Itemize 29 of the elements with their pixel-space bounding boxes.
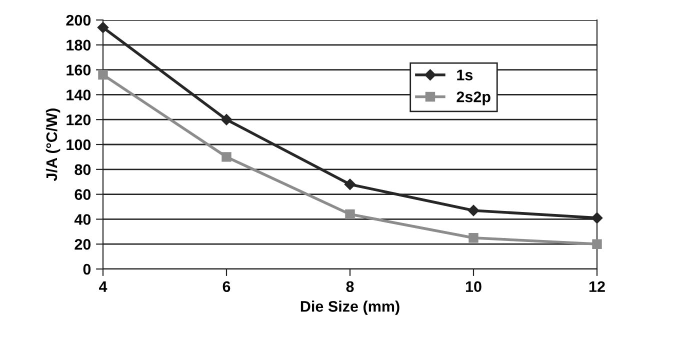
x-tick-label: 6 <box>222 281 230 292</box>
y-tick-label: 0 <box>83 264 91 275</box>
x-tick-label: 10 <box>466 281 482 292</box>
point <box>591 212 603 224</box>
y-tick-label: 180 <box>66 40 91 51</box>
legend-label: 1s <box>457 70 473 80</box>
legend-label: 2s2p <box>456 91 490 106</box>
point <box>468 233 478 243</box>
y-tick-label: 140 <box>66 90 91 100</box>
y-tick-label: 20 <box>74 238 91 250</box>
x-axis-title: Die Size (mm) <box>300 300 400 315</box>
y-tick-label: 100 <box>66 139 91 150</box>
y-tick-label: 200 <box>66 14 91 26</box>
y-tick-label: 40 <box>74 214 91 225</box>
point <box>222 152 232 162</box>
x-tick-label: 4 <box>98 281 108 292</box>
x-tick-label: 8 <box>346 281 354 292</box>
point <box>220 114 232 126</box>
point <box>345 209 355 220</box>
y-tick-label: 120 <box>66 114 91 126</box>
y-tick-label: 60 <box>74 189 91 200</box>
y-tick-label: 80 <box>74 164 91 176</box>
point <box>592 239 602 249</box>
x-tick-label: 12 <box>589 281 605 292</box>
point <box>468 204 480 216</box>
point <box>344 178 356 190</box>
y-axis-title: J/A (°C/W) <box>46 108 60 181</box>
point <box>97 22 109 34</box>
y-tick-label: 160 <box>66 64 91 76</box>
